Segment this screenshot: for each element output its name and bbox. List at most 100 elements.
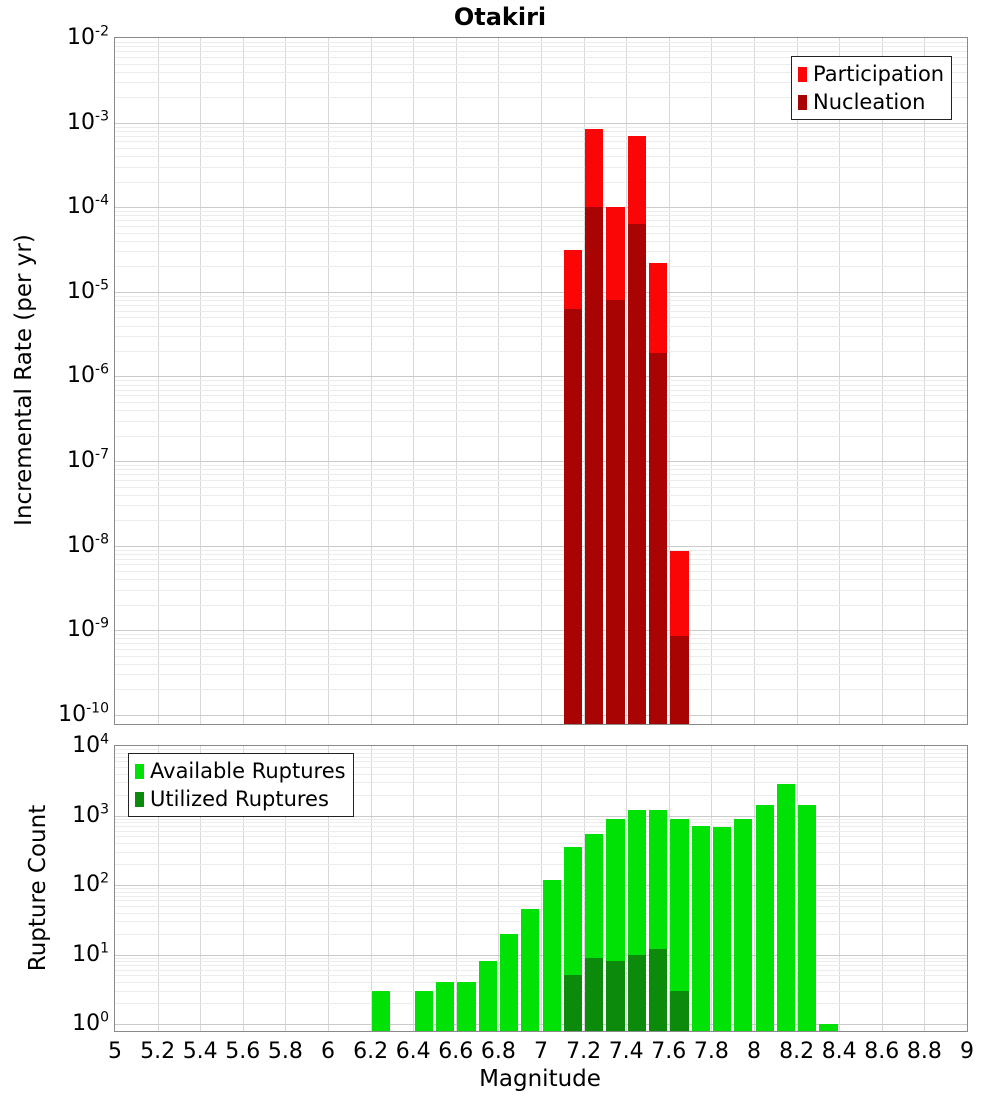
minor-gridline	[115, 604, 967, 606]
decade-gridline	[115, 207, 967, 209]
minor-gridline	[115, 300, 967, 301]
nucleation-swatch-icon	[798, 94, 807, 110]
minor-gridline	[115, 317, 967, 319]
minor-gridline	[115, 634, 967, 636]
minor-gridline	[115, 240, 967, 242]
minor-gridline	[115, 864, 967, 866]
minor-gridline	[115, 420, 967, 422]
incremental-rate-plot	[114, 37, 968, 725]
minor-gridline	[115, 818, 967, 820]
minor-gridline	[115, 350, 967, 352]
decade-gridline	[115, 1024, 967, 1025]
minor-gridline	[115, 965, 967, 967]
x-tick-label: 7.6	[651, 1039, 687, 1064]
available-ruptures-bar	[457, 982, 476, 1031]
minor-gridline	[115, 553, 967, 555]
minor-gridline	[115, 226, 967, 227]
minor-gridline	[115, 148, 967, 150]
legend-item-available-ruptures: Available Ruptures	[135, 757, 346, 785]
decade-gridline	[115, 376, 967, 378]
nucleation-bar	[585, 207, 604, 724]
decade-gridline	[115, 461, 967, 462]
x-tick-label: 6.8	[480, 1039, 516, 1064]
available-ruptures-bar	[499, 933, 519, 1031]
chart-title: Otakiri	[453, 3, 547, 31]
minor-gridline	[115, 905, 967, 907]
utilized-ruptures-swatch-icon	[135, 791, 144, 807]
x-tick-label: 7.2	[566, 1039, 602, 1064]
minor-gridline	[115, 410, 967, 412]
x-tick-label: 5.8	[267, 1039, 303, 1064]
nucleation-bar	[627, 224, 646, 724]
minor-gridline	[115, 851, 967, 853]
available-ruptures-legend-label: Available Ruptures	[150, 759, 346, 783]
nucleation-bar	[563, 308, 583, 724]
bottom-legend: Available Ruptures Utilized Ruptures	[128, 753, 354, 817]
minor-gridline	[115, 638, 967, 640]
minor-gridline	[115, 975, 967, 977]
minor-gridline	[115, 912, 967, 914]
available-ruptures-bar	[776, 784, 796, 1031]
available-ruptures-swatch-icon	[135, 763, 144, 779]
y-tick-label: 10-9	[67, 615, 109, 643]
x-tick-label: 7.8	[693, 1039, 729, 1064]
minor-gridline	[115, 220, 967, 222]
minor-gridline	[115, 494, 967, 496]
minor-gridline	[115, 141, 967, 143]
available-ruptures-bar	[798, 805, 817, 1031]
x-tick-label: 5.4	[182, 1039, 218, 1064]
minor-gridline	[115, 558, 967, 560]
minor-gridline	[115, 782, 967, 784]
decade-gridline	[115, 291, 967, 293]
minor-gridline	[115, 836, 967, 838]
x-tick-label: 6.4	[395, 1039, 431, 1064]
x-tick-label: 8	[747, 1039, 761, 1064]
minor-gridline	[115, 843, 967, 845]
available-ruptures-bar	[414, 990, 433, 1031]
utilized-ruptures-bar	[649, 949, 668, 1031]
decade-gridline	[115, 122, 967, 124]
minor-gridline	[115, 933, 967, 935]
x-tick-label: 8.4	[821, 1039, 857, 1064]
utilized-ruptures-legend-label: Utilized Ruptures	[150, 787, 329, 811]
y-tick-label: 10-8	[67, 531, 109, 558]
available-ruptures-bar	[670, 818, 689, 1031]
x-tick-label: 7.4	[608, 1039, 644, 1064]
minor-gridline	[115, 232, 967, 234]
minor-gridline	[115, 401, 967, 403]
minor-gridline	[115, 756, 967, 758]
available-ruptures-bar	[712, 827, 732, 1031]
minor-gridline	[115, 749, 967, 751]
minor-gridline	[115, 474, 967, 476]
minor-gridline	[115, 549, 967, 551]
decade-gridline	[115, 545, 967, 547]
minor-gridline	[115, 674, 967, 676]
minor-gridline	[115, 380, 967, 382]
minor-gridline	[115, 822, 967, 824]
y-tick-label: 10-5	[67, 277, 109, 304]
y-tick-label: 104	[72, 731, 109, 758]
available-ruptures-bar	[478, 961, 497, 1031]
minor-gridline	[115, 51, 967, 53]
minor-gridline	[115, 181, 967, 183]
minor-gridline	[115, 82, 967, 84]
minor-gridline	[115, 766, 967, 768]
minor-gridline	[115, 520, 967, 522]
minor-gridline	[115, 505, 967, 507]
minor-gridline	[115, 156, 967, 158]
legend-item-participation: Participation	[798, 60, 944, 88]
nucleation-bar	[649, 352, 668, 724]
y-tick-label: 102	[72, 870, 109, 897]
decade-gridline	[115, 954, 967, 956]
minor-gridline	[115, 166, 967, 168]
minor-gridline	[115, 895, 967, 897]
minor-gridline	[115, 295, 967, 297]
decade-gridline	[115, 630, 967, 632]
y-tick-label: 100	[72, 1009, 109, 1036]
available-ruptures-bar	[819, 1024, 838, 1031]
minor-gridline	[115, 957, 967, 959]
minor-gridline	[115, 969, 967, 971]
minor-gridline	[115, 761, 967, 763]
minor-gridline	[115, 826, 967, 828]
